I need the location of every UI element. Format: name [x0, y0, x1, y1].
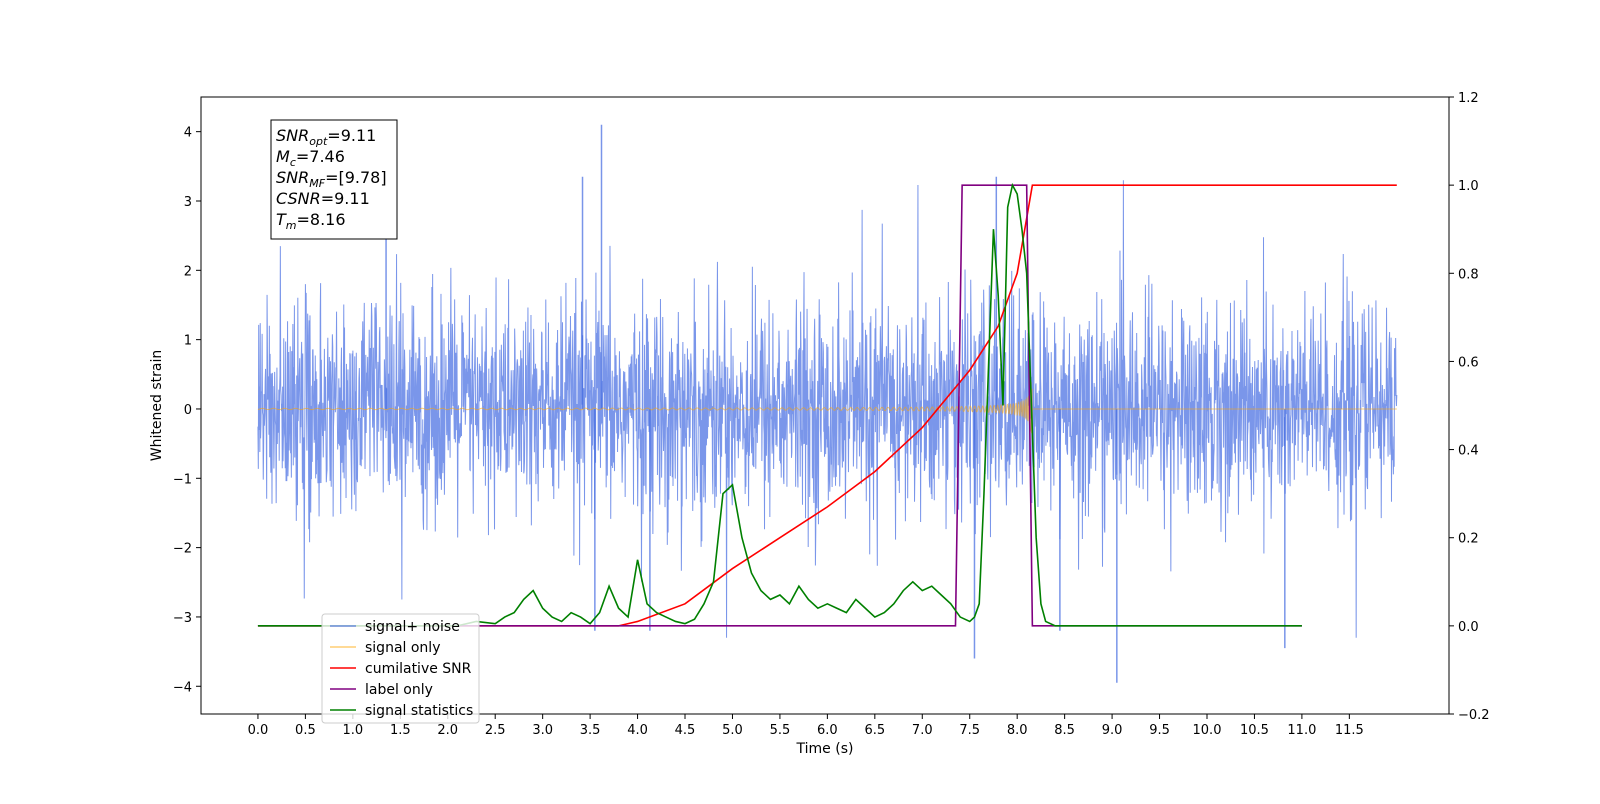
annotation-frame [270, 119, 398, 240]
y2-tick-label: 1.2 [1458, 91, 1479, 106]
axes: 0.0 0.5 1.0 1.5 2.0 2.5 3.0 3.5 4.0 4.5 5.0 5.5 6.0 6… [149, 91, 1490, 757]
x-tick-label: 11.0 [1287, 723, 1316, 738]
series-cumilative-snr-line [257, 184, 1397, 627]
x-tick-label: 4.5 [675, 723, 696, 738]
x-tick-label: 7.5 [959, 723, 980, 738]
y-tick-label: −4 [173, 680, 192, 695]
x-tick-label: 8.5 [1054, 723, 1075, 738]
x-tick-label: 2.5 [485, 723, 506, 738]
y2-tick-label: 0.6 [1458, 355, 1479, 370]
annotation-line: SNRopt=9.11 [276, 126, 376, 148]
legend-entry-signal-noise: signal+ noise [365, 619, 460, 635]
y2-tick-label: 0.2 [1458, 532, 1479, 547]
y-tick-label: −2 [173, 542, 192, 557]
plot-frame [200, 96, 1450, 715]
x-tick-label: 10.5 [1240, 723, 1269, 738]
series-signal-noise-line [257, 180, 1398, 638]
x-tick-label: 9.5 [1149, 723, 1170, 738]
y-tick-label: 4 [184, 126, 192, 141]
legend: signal+ noise signal only cumilative SNR la… [321, 613, 480, 724]
x-tick-label: 1.0 [343, 723, 364, 738]
x-tick-label: 10.0 [1193, 723, 1222, 738]
y-axis-label: Whitened strain [149, 350, 165, 461]
y-tick-label: −3 [173, 611, 192, 626]
y-tick-label: 0 [184, 403, 192, 418]
y2-tick-label: 1.0 [1458, 179, 1479, 194]
series-signal-statistics-line [257, 182, 1302, 627]
y2-tick-label: 0.4 [1458, 444, 1479, 459]
x-tick-label: 9.0 [1102, 723, 1123, 738]
annotation-line: Tm=8.16 [276, 210, 346, 232]
annotation-line: CSNR=9.11 [276, 189, 370, 208]
y2-tick-label: −0.2 [1458, 708, 1490, 723]
legend-entry-signal-statistics: signal statistics [365, 703, 473, 719]
x-tick-label: 8.0 [1007, 723, 1028, 738]
y2-tick-label: 0.8 [1458, 267, 1479, 282]
plot-area [257, 124, 1398, 683]
x-tick-label: 2.0 [437, 723, 458, 738]
x-tick-label: 0.0 [248, 723, 269, 738]
y-tick-label: 3 [184, 195, 192, 210]
x-tick-label: 5.5 [770, 723, 791, 738]
x-tick-label: 5.0 [722, 723, 743, 738]
y-tick-label: 2 [184, 264, 192, 279]
x-tick-label: 3.5 [580, 723, 601, 738]
legend-frame [321, 613, 480, 724]
x-tick-label: 1.5 [390, 723, 411, 738]
annotation-line: Mc=7.46 [276, 147, 345, 169]
y2-tick-label: 0.0 [1458, 620, 1479, 635]
x-tick-label: 7.0 [912, 723, 933, 738]
y-tick-label: −1 [173, 472, 192, 487]
legend-entry-cumilative-snr: cumilative SNR [365, 661, 472, 677]
legend-entry-signal-only: signal only [365, 640, 440, 656]
x-axis-label: Time (s) [796, 741, 854, 757]
x-tick-label: 0.5 [295, 723, 316, 738]
annotation-line: SNRMF=[9.78] [276, 168, 387, 190]
x-tick-label: 4.0 [627, 723, 648, 738]
x-tick-label: 6.5 [864, 723, 885, 738]
x-tick-label: 3.0 [532, 723, 553, 738]
x-tick-label: 6.0 [817, 723, 838, 738]
series-signal-only-line [257, 381, 1397, 445]
x-tick-label: 11.5 [1335, 723, 1364, 738]
y-tick-label: 1 [184, 334, 192, 349]
legend-entry-label-only: label only [365, 682, 433, 698]
